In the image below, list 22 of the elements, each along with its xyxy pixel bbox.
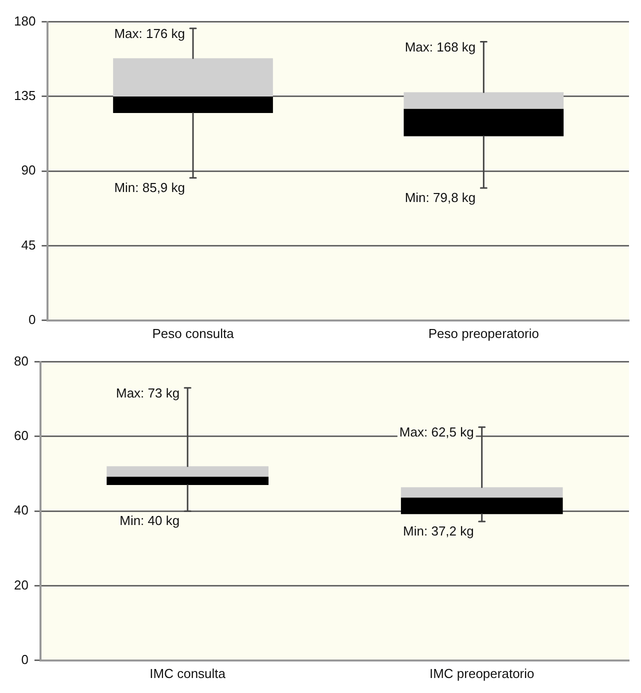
x-tick-label: Peso consulta	[152, 326, 235, 341]
annotation: Min: 79,8 kg	[404, 190, 476, 206]
annotation: Max: 73 kg	[116, 386, 180, 401]
y-tick-label: 40	[14, 502, 28, 518]
y-tick-label: 0	[21, 652, 28, 667]
annotation: Max: 168 kg	[404, 39, 476, 54]
y-tick-label: 90	[21, 162, 36, 178]
y-tick-label: 80	[14, 353, 28, 368]
x-tick-label: Peso preoperatorio	[428, 326, 539, 341]
y-tick-label: 60	[14, 428, 28, 444]
y-tick-label: 135	[14, 88, 36, 104]
annotation: Min: 85,9 kg	[114, 180, 186, 195]
annotation: Min: 40 kg	[120, 513, 180, 528]
annotation: Max: 62,5 kg	[399, 424, 474, 440]
annotation: Min: 37,2 kg	[403, 524, 474, 539]
x-tick-label: IMC preoperatorio	[429, 666, 534, 681]
y-tick-label: 20	[14, 577, 28, 592]
annotation: Max: 176 kg	[114, 26, 186, 42]
y-tick-label: 180	[14, 13, 36, 28]
y-tick-label: 0	[28, 312, 36, 327]
y-tick-label: 45	[21, 237, 36, 252]
x-tick-label: IMC consulta	[150, 666, 226, 681]
